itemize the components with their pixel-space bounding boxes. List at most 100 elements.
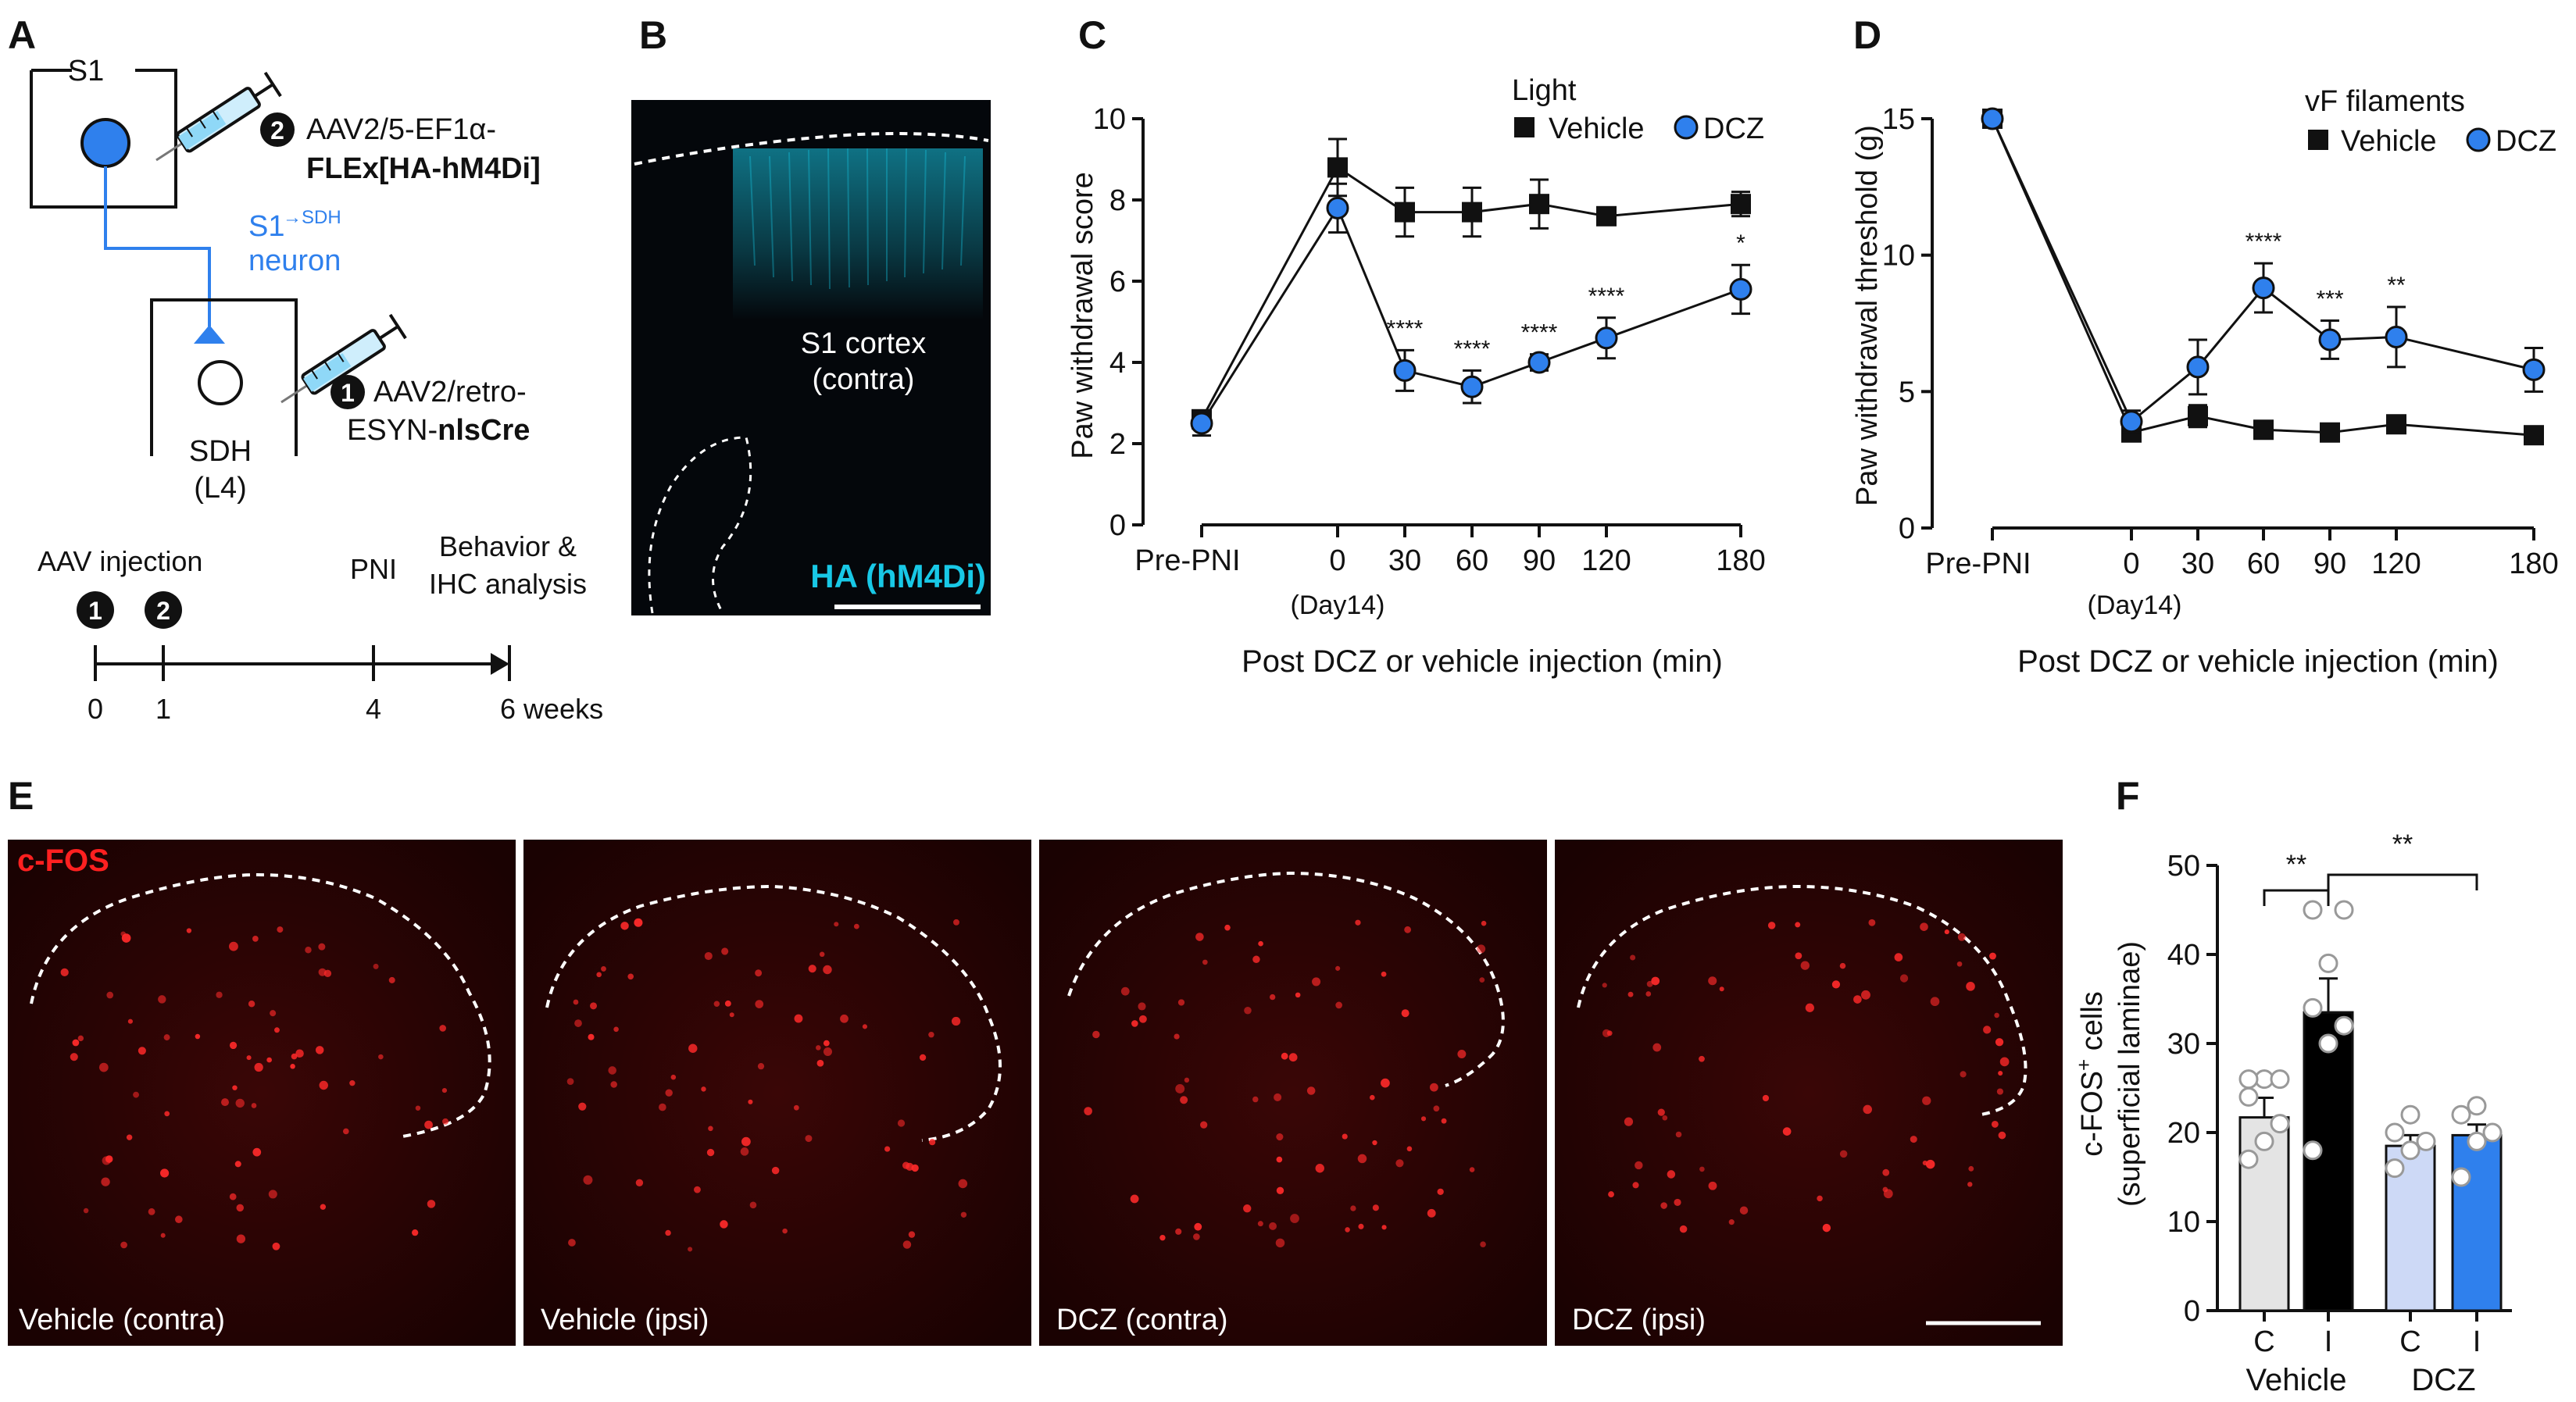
data-point-dcz [1326,196,1349,219]
cfos-cell [1276,1156,1283,1163]
cfos-cell [902,1240,912,1249]
individual-point [2451,1167,2471,1187]
cfos-cell [1627,991,1634,997]
sdh-label-line1: SDH [189,435,252,468]
region-label-line1: S1 cortex [801,327,927,360]
x-tick-label: 60 [2247,548,2280,580]
legend-title-d: vF filaments [2305,85,2465,118]
legend-label-dcz-c: DCZ [1703,112,1764,145]
cfos-cell [1244,1006,1252,1015]
cfos-cell [251,1103,257,1108]
cfos-cell [823,965,832,975]
cfos-cell [1805,1003,1814,1012]
bar-i [2303,1011,2354,1312]
x-tick-label: I [2473,1325,2481,1358]
cfos-cell [1817,1195,1823,1202]
cfos-cell [749,1201,757,1209]
cfos-cell [1674,1198,1681,1206]
cfos-cell [1994,1012,1999,1019]
neuron-label-super: →SDH [283,207,341,228]
y-tick-label: 0 [1899,512,1915,545]
individual-point [2238,1086,2259,1107]
cfos-cell [1406,1146,1413,1152]
panel-e: E c-FOS Vehicle (contra) Vehicle (ipsi) … [8,774,2063,1346]
cfos-cell [158,995,166,1004]
cfos-cell [1922,1096,1931,1105]
cfos-cell [1699,1166,1705,1172]
cfos-cell [588,1033,595,1040]
cfos-cell [1882,1186,1888,1193]
cfos-cell [175,1215,183,1224]
y-tick-label: 2 [1109,428,1126,461]
cfos-cell [840,1014,849,1023]
cfos-cell [688,1247,693,1252]
cfos-cell [1370,1094,1375,1101]
cfos-cell [741,1136,751,1147]
cfos-cell [1174,1033,1180,1040]
y-label-f-line2: (superficial laminae) [2113,941,2146,1207]
cfos-cell [1646,980,1653,987]
virus-2-badge [260,112,295,147]
sdh-label-line2: (L4) [194,472,247,505]
s1-sdh-axon [104,166,211,326]
x-tick-label: C [2253,1325,2274,1358]
dorsal-horn-outline [30,872,491,1138]
legend-marker-vehicle-d [2308,130,2328,150]
panel-a: A S1 2 AAV2/5-EF1α- FLEx[HA-hM4Di] S1 →S… [8,13,603,725]
cfos-cell [319,1080,328,1090]
y-label-c: Paw withdrawal score [1066,172,1099,458]
cfos-cell [596,972,602,978]
cfos-cell [1312,977,1321,986]
white-matter-outline [648,436,752,614]
cfos-cell [755,1000,764,1008]
virus-1-line2: ESYN-nlsCre [347,414,530,447]
cfos-cell [216,991,223,998]
x-tick-label: 60 [1456,544,1488,577]
panel-d: D vF filaments Vehicle DCZ Paw withdrawa… [1851,13,2559,679]
cfos-cell [1660,1202,1667,1209]
y-tick-label: 50 [2167,850,2200,883]
cfos-cell [1358,1223,1364,1229]
cfos-cell [1652,1043,1662,1052]
x-label-d: Post DCZ or vehicle injection (min) [2017,644,2499,679]
cfos-cell [72,1039,80,1047]
cfos-cell [1632,1182,1639,1189]
individual-point [2385,1122,2405,1143]
cfos-cell [1372,1140,1377,1146]
cfos-cell [1480,1241,1486,1247]
y-tick-label: 8 [1109,184,1126,217]
cfos-cell [1175,1228,1182,1235]
cfos-cell [1274,1093,1282,1101]
cfos-cell [568,1239,576,1247]
cfos-cell [953,919,959,926]
cfos-cell [1944,929,1949,935]
image-label-vehicle-contra: Vehicle (contra) [19,1304,225,1336]
cfos-cell [884,1146,891,1152]
virus-2-number: 2 [270,116,284,144]
cfos-cell [252,1147,262,1157]
cfos-cell [1822,1223,1831,1233]
group-label: Vehicle [2246,1363,2347,1397]
cfos-cell [1138,1015,1147,1023]
x-tick-label: 0 [1329,544,1345,577]
panel-f: F c-FOS+ cells (superficial laminae) 0 10… [2072,774,2512,1397]
cfos-cell [277,926,284,933]
axon-terminal [194,325,225,344]
cortex-glow [733,148,983,320]
cfos-cell [853,923,859,929]
y-tick-label: 10 [2167,1206,2200,1239]
legend-marker-vehicle-c [1514,117,1535,137]
cfos-cell [1795,922,1801,928]
cfos-cell [1350,1205,1356,1211]
significance-label: **** [1454,336,1491,362]
cfos-cell [706,1148,715,1157]
significance-label: **** [2246,229,2282,255]
significance-bracket [2263,889,2330,906]
x-tick-label: C [2399,1325,2421,1358]
individual-point [2385,1158,2405,1179]
cfos-cell [1257,1221,1263,1227]
cfos-cell [1630,954,1636,961]
cfos-cell [1910,1136,1917,1143]
